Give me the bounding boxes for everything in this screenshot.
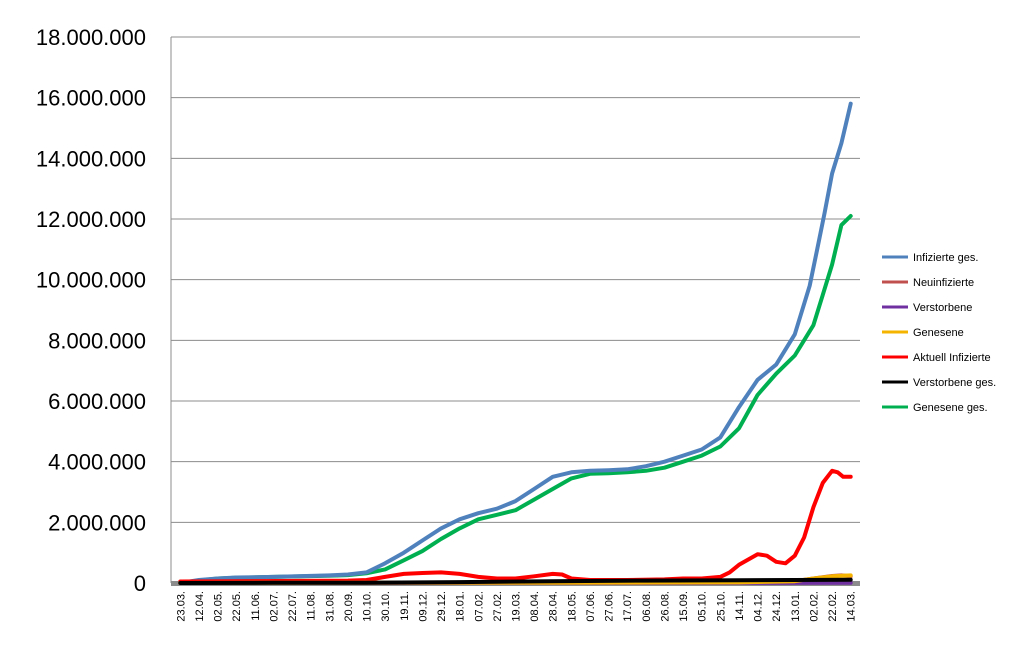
legend-label: Verstorbene <box>913 302 972 314</box>
x-tick-label: 12.04. <box>194 591 206 622</box>
x-tick-label: 27.06. <box>604 591 616 622</box>
axes <box>170 37 860 586</box>
x-tick-label: 30.10. <box>380 591 392 622</box>
x-tick-label: 22.07. <box>287 591 299 622</box>
x-tick-label: 22.02. <box>827 591 839 622</box>
x-tick-label: 14.03. <box>846 591 858 622</box>
x-tick-label: 13.01. <box>790 591 802 622</box>
y-tick-label: 2.000.000 <box>48 510 146 535</box>
x-axis-tick-labels: 23.03. 12.04. 02.05. 22.05. 11.06. 02.07. 22.0… <box>175 591 857 622</box>
x-tick-label: 29.12. <box>436 591 448 622</box>
x-tick-label: 09.12. <box>417 591 429 622</box>
y-tick-label: 10.000.000 <box>36 268 146 293</box>
x-tick-label: 11.08. <box>306 591 318 621</box>
y-tick-label: 4.000.000 <box>48 450 146 475</box>
series-line-infizierte-ges- <box>178 101 853 585</box>
x-tick-label: 19.11. <box>399 591 411 621</box>
y-tick-label: 0 <box>134 571 146 596</box>
legend-label: Genesene ges. <box>913 402 988 414</box>
x-tick-label: 24.12. <box>771 591 783 622</box>
series-lines <box>178 101 853 585</box>
y-tick-label: 6.000.000 <box>48 389 146 414</box>
x-tick-label: 19.03. <box>511 591 523 622</box>
x-tick-label: 17.07. <box>622 591 634 622</box>
x-tick-label: 11.06. <box>250 591 262 621</box>
x-tick-label: 27.02. <box>492 591 504 622</box>
x-tick-label: 08.04. <box>529 591 541 622</box>
x-tick-label: 10.10. <box>362 591 374 622</box>
y-tick-label: 12.000.000 <box>36 207 146 232</box>
legend-label: Infizierte ges. <box>913 252 978 264</box>
x-tick-label: 07.02. <box>473 591 485 622</box>
series-line-aktuell-infizierte <box>178 468 853 584</box>
x-tick-label: 25.10. <box>715 591 727 622</box>
x-tick-label: 14.11. <box>734 591 746 621</box>
y-tick-label: 16.000.000 <box>36 86 146 111</box>
legend-label: Neuinfizierte <box>913 277 974 289</box>
x-tick-label: 22.05. <box>231 591 243 622</box>
legend-label: Verstorbene ges. <box>913 377 996 389</box>
legend: Infizierte ges. Neuinfizierte Verstorbene G… <box>882 252 996 414</box>
y-axis-tick-labels: 0 2.000.000 4.000.000 6.000.000 8.000.000 10.… <box>36 25 146 596</box>
series-line-genesene-ges- <box>178 214 853 585</box>
y-tick-label: 18.000.000 <box>36 25 146 50</box>
x-tick-label: 02.07. <box>268 591 280 622</box>
x-tick-label: 20.09. <box>343 591 355 622</box>
x-tick-label: 05.10. <box>697 591 709 622</box>
x-tick-label: 23.03. <box>175 591 187 622</box>
y-tick-label: 14.000.000 <box>36 146 146 171</box>
x-tick-label: 31.08. <box>324 591 336 622</box>
x-tick-label: 04.12. <box>753 591 765 622</box>
y-tick-label: 8.000.000 <box>48 328 146 353</box>
x-tick-label: 18.05. <box>566 591 578 622</box>
x-tick-label: 07.06. <box>585 591 597 622</box>
x-tick-label: 18.01. <box>455 591 467 622</box>
legend-label: Genesene <box>913 327 964 339</box>
x-tick-label: 06.08. <box>641 591 653 622</box>
series-line-verstorbene-ges- <box>178 577 853 585</box>
x-tick-label: 15.09. <box>678 591 690 622</box>
gridlines <box>171 36 860 523</box>
legend-label: Aktuell Infizierte <box>913 352 991 364</box>
x-tick-label: 26.08. <box>659 591 671 622</box>
x-tick-label: 28.04. <box>548 591 560 622</box>
x-tick-label: 02.05. <box>213 591 225 622</box>
x-tick-label: 02.02. <box>808 591 820 622</box>
